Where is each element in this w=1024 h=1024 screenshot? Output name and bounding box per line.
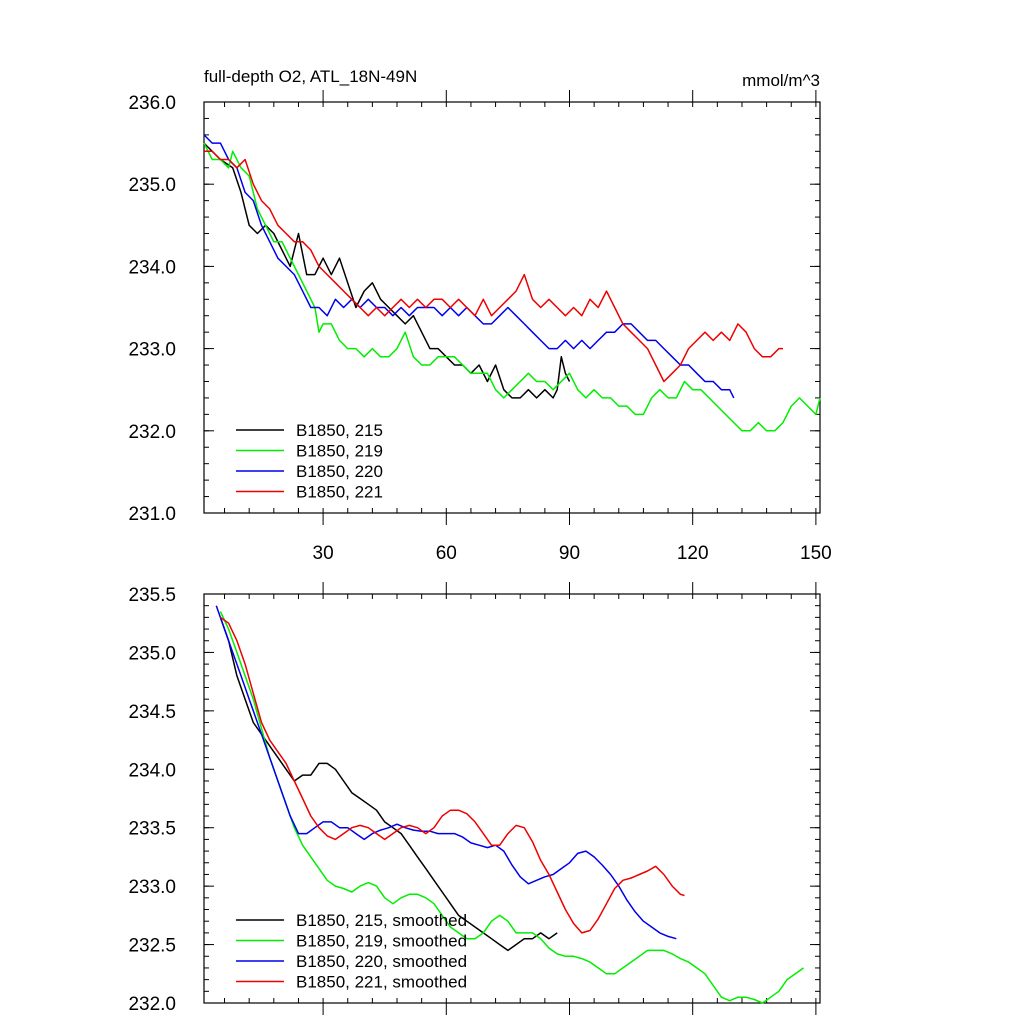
y-tick-label: 235.5 — [128, 585, 176, 606]
legend-label: B1850, 219, smoothed — [296, 932, 467, 951]
y-tick-label: 233.5 — [128, 819, 176, 840]
units-label: mmol/m^3 — [742, 71, 820, 90]
legend-label: B1850, 220, smoothed — [296, 952, 467, 971]
y-tick-label: 236.0 — [128, 93, 176, 114]
y-tick-label: 235.0 — [128, 643, 176, 664]
x-tick-label: 120 — [677, 543, 709, 564]
y-tick-label: 231.0 — [128, 504, 176, 525]
y-tick-label: 234.5 — [128, 702, 176, 723]
bottom-panel: 232.0 232.5 233.0 233.5 234.0 234.5 235.0 235.5… — [128, 582, 821, 1015]
legend-label: B1850, 215, smoothed — [296, 911, 467, 930]
y-tick-label: 233.0 — [128, 340, 176, 361]
y-tick-label: 232.0 — [128, 994, 176, 1015]
legend-label: B1850, 220 — [296, 462, 383, 481]
y-tick-label: 233.0 — [128, 877, 176, 898]
series-line-3 — [203, 134, 735, 399]
series-line-2 — [219, 611, 805, 1004]
legend-label: B1850, 219 — [296, 442, 383, 461]
x-tick-label: 60 — [436, 543, 457, 564]
series-line-2 — [203, 142, 821, 432]
series-line-4 — [219, 616, 685, 934]
plot-frame — [203, 101, 821, 514]
series-line-1 — [219, 617, 558, 952]
y-tick-label: 234.0 — [128, 760, 176, 781]
y-tick-label: 234.0 — [128, 257, 176, 278]
chart-title: full-depth O2, ATL_18N-49N — [204, 67, 417, 86]
series-line-3 — [215, 605, 677, 940]
y-tick-label: 232.0 — [128, 422, 176, 443]
legend-label: B1850, 221 — [296, 483, 383, 502]
series-line-1 — [203, 142, 571, 399]
top-panel: 231.0 232.0 233.0 234.0 235.0 236.0 30 60 90 120 1… — [128, 90, 832, 564]
legend-label: B1850, 215 — [296, 421, 383, 440]
x-tick-label: 150 — [800, 543, 832, 564]
series-line-4 — [204, 150, 783, 383]
y-tick-label: 232.5 — [128, 936, 176, 957]
y-tick-label: 235.0 — [128, 175, 176, 196]
plot-frame — [203, 593, 821, 1004]
x-tick-label: 90 — [559, 543, 580, 564]
x-tick-label: 30 — [313, 543, 334, 564]
legend-label: B1850, 221, smoothed — [296, 973, 467, 992]
